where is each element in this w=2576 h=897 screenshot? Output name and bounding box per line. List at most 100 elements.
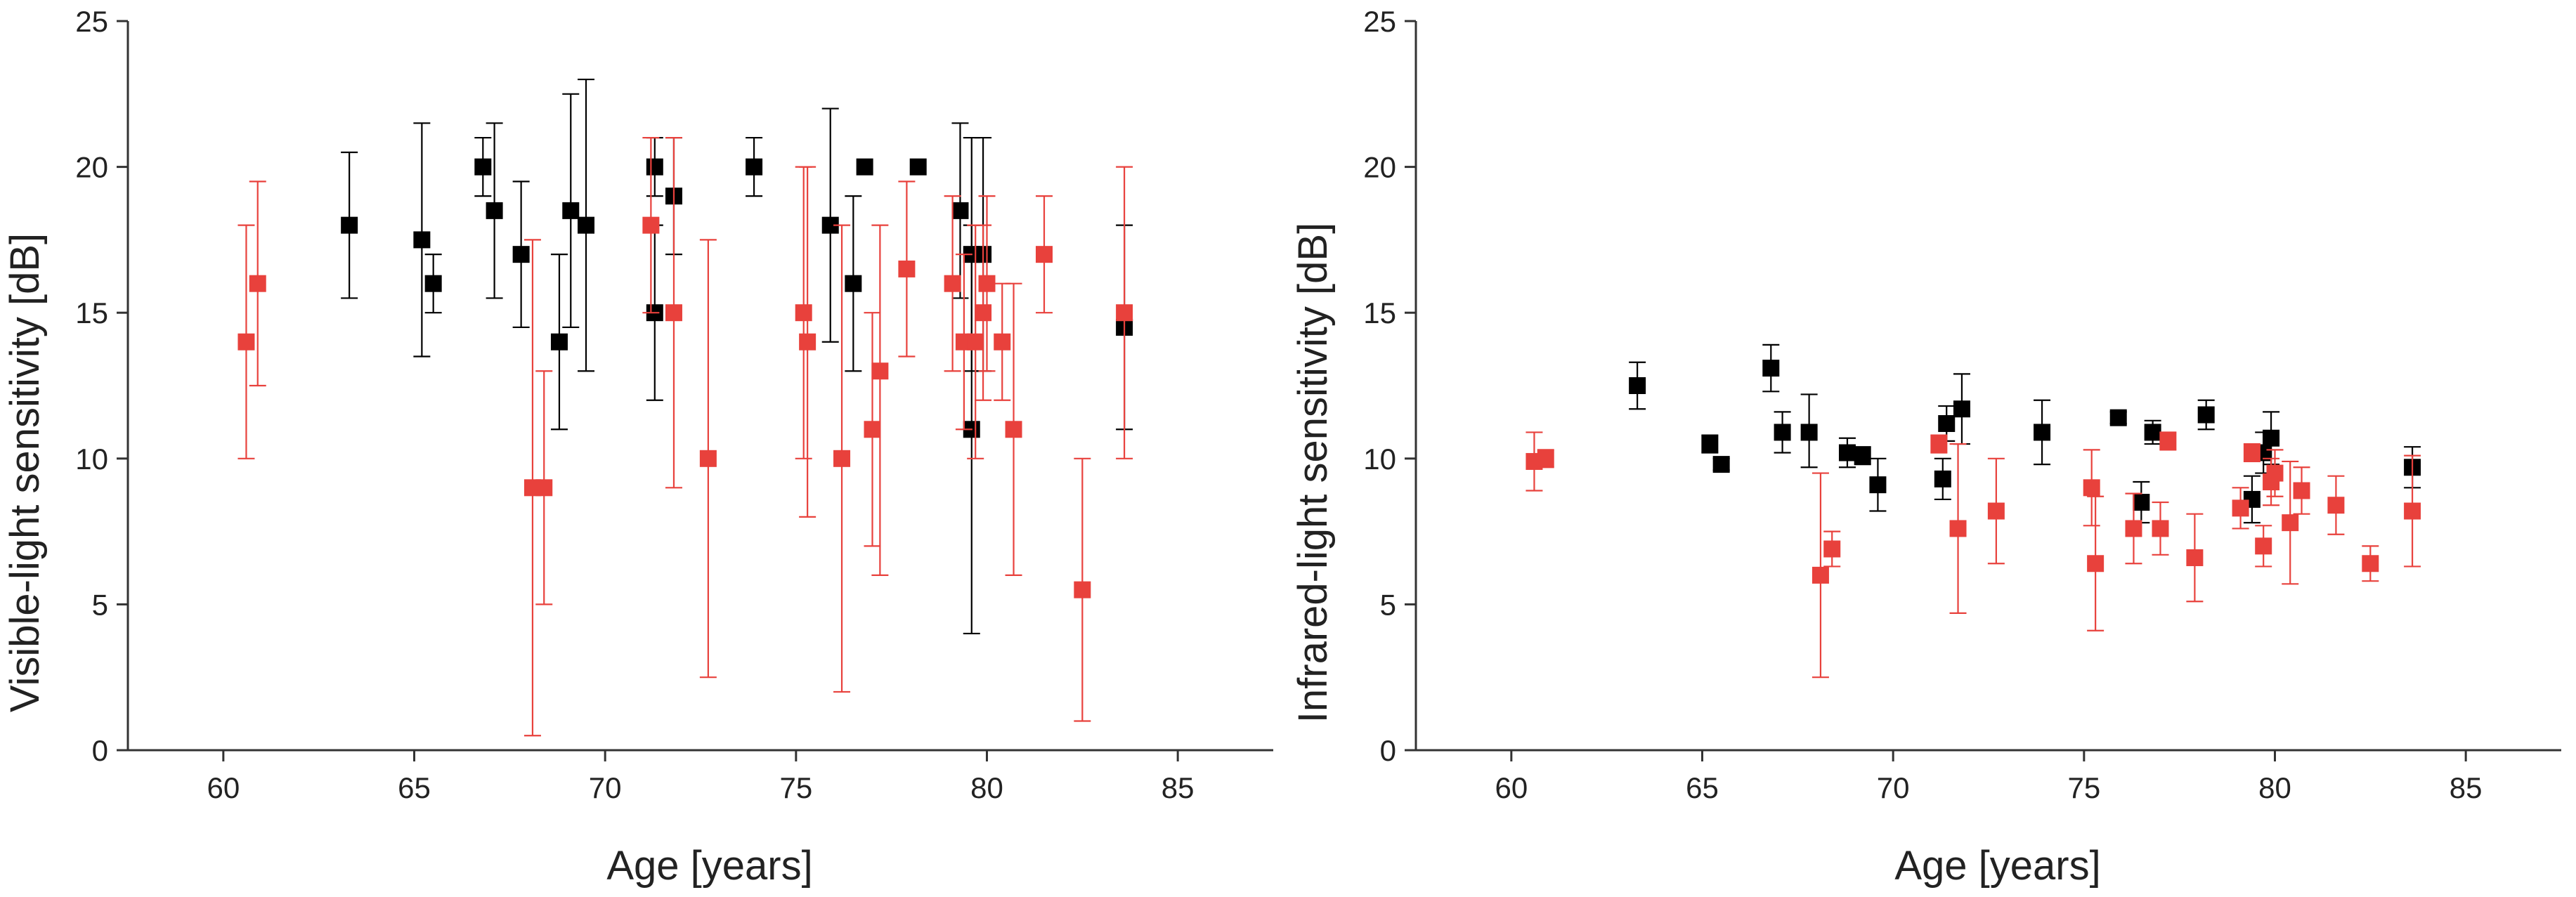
y-tick-label: 15 [1363, 296, 1396, 329]
data-point [1949, 520, 1967, 537]
data-point [1811, 566, 1829, 584]
x-tick-label: 70 [1877, 771, 1910, 804]
visible-light-chart-panel: Visible-light sensitivity [dB] Age [year… [2, 5, 1273, 889]
data-point [1934, 470, 1951, 487]
data-point [1800, 424, 1818, 441]
data-point [1537, 450, 1554, 467]
data-point [2243, 444, 2260, 461]
data-point [994, 333, 1011, 351]
data-point [341, 216, 358, 234]
data-point [512, 246, 530, 263]
data-point [1869, 476, 1887, 494]
data-point [1930, 436, 1948, 453]
data-point [2263, 429, 2280, 447]
data-point [856, 158, 873, 176]
data-point [1854, 447, 1871, 464]
data-point [1036, 246, 1053, 263]
data-point [871, 362, 889, 380]
y-axis-title: Visible-light sensitivity [dB] [2, 233, 48, 712]
data-point [978, 275, 996, 292]
data-series-1 [1526, 431, 2421, 679]
data-point [2144, 424, 2161, 441]
x-tick-label: 80 [2258, 771, 2291, 804]
y-tick-label: 0 [92, 734, 108, 767]
data-point [898, 260, 916, 277]
data-point [2404, 502, 2421, 520]
data-point [2266, 464, 2284, 482]
data-point [2125, 520, 2142, 537]
data-point [1629, 377, 1646, 394]
data-point [975, 304, 992, 322]
data-point [967, 333, 984, 351]
data-point [2327, 497, 2345, 514]
y-tick-label: 0 [1380, 734, 1396, 767]
data-series-0 [1629, 343, 2421, 524]
data-point [795, 304, 812, 322]
data-point [1838, 444, 1856, 461]
data-point [1774, 424, 1791, 441]
data-point [646, 158, 663, 176]
data-point [699, 450, 717, 467]
data-point [238, 333, 255, 351]
data-point [550, 333, 568, 351]
data-point [909, 158, 927, 176]
data-point [474, 158, 492, 176]
data-point [665, 304, 682, 322]
data-point [562, 202, 580, 219]
y-tick-label: 25 [75, 5, 108, 38]
data-series-0 [341, 78, 1133, 635]
data-point [2152, 520, 2169, 537]
data-point [2255, 537, 2272, 555]
y-tick-label: 20 [75, 151, 108, 184]
data-point [746, 158, 763, 176]
x-tick-label: 75 [779, 771, 812, 804]
x-tick-label: 65 [398, 771, 431, 804]
data-point [2282, 514, 2299, 532]
y-tick-label: 10 [1363, 443, 1396, 476]
y-tick-label: 5 [1380, 588, 1396, 621]
x-tick-label: 80 [970, 771, 1003, 804]
data-point [2087, 555, 2105, 572]
data-point [486, 202, 503, 219]
data-point [1938, 414, 1956, 432]
data-point [799, 333, 817, 351]
data-point [1005, 421, 1022, 438]
data-point [2133, 494, 2150, 511]
data-point [578, 216, 594, 234]
infrared-light-chart-panel: Infrared-light sensitivity [dB] Age [yea… [1288, 0, 2576, 897]
y-tick-label: 20 [1363, 151, 1396, 184]
data-point [845, 275, 862, 292]
data-series-1 [238, 136, 1133, 737]
x-axis-title: Age [years] [1894, 843, 2100, 889]
data-point [1701, 436, 1719, 453]
data-point [249, 275, 266, 292]
x-tick-label: 85 [1162, 771, 1195, 804]
y-tick-label: 15 [75, 296, 108, 329]
data-point [864, 421, 881, 438]
y-tick-label: 25 [1363, 5, 1396, 38]
data-point [944, 275, 961, 292]
data-point [1987, 502, 2005, 520]
data-point [1712, 456, 1730, 473]
y-tick-label: 5 [92, 588, 108, 621]
data-point [1823, 540, 1841, 558]
data-point [2186, 549, 2204, 566]
data-point [1116, 304, 1133, 322]
data-point [2197, 406, 2215, 424]
data-point [2293, 482, 2310, 499]
data-point [1074, 581, 1091, 598]
data-point [2083, 479, 2100, 497]
x-tick-label: 60 [1495, 771, 1528, 804]
data-point [2159, 432, 2177, 450]
data-point [833, 450, 851, 467]
infrared-light-chart: Infrared-light sensitivity [dB] Age [yea… [1290, 5, 2561, 889]
data-point [2034, 424, 2051, 441]
x-tick-label: 60 [207, 771, 240, 804]
data-point [2362, 555, 2379, 572]
x-tick-label: 75 [2067, 771, 2100, 804]
data-point [2232, 499, 2249, 517]
x-tick-label: 85 [2450, 771, 2483, 804]
x-tick-label: 65 [1686, 771, 1719, 804]
data-point [1762, 360, 1780, 377]
data-point [535, 479, 553, 497]
